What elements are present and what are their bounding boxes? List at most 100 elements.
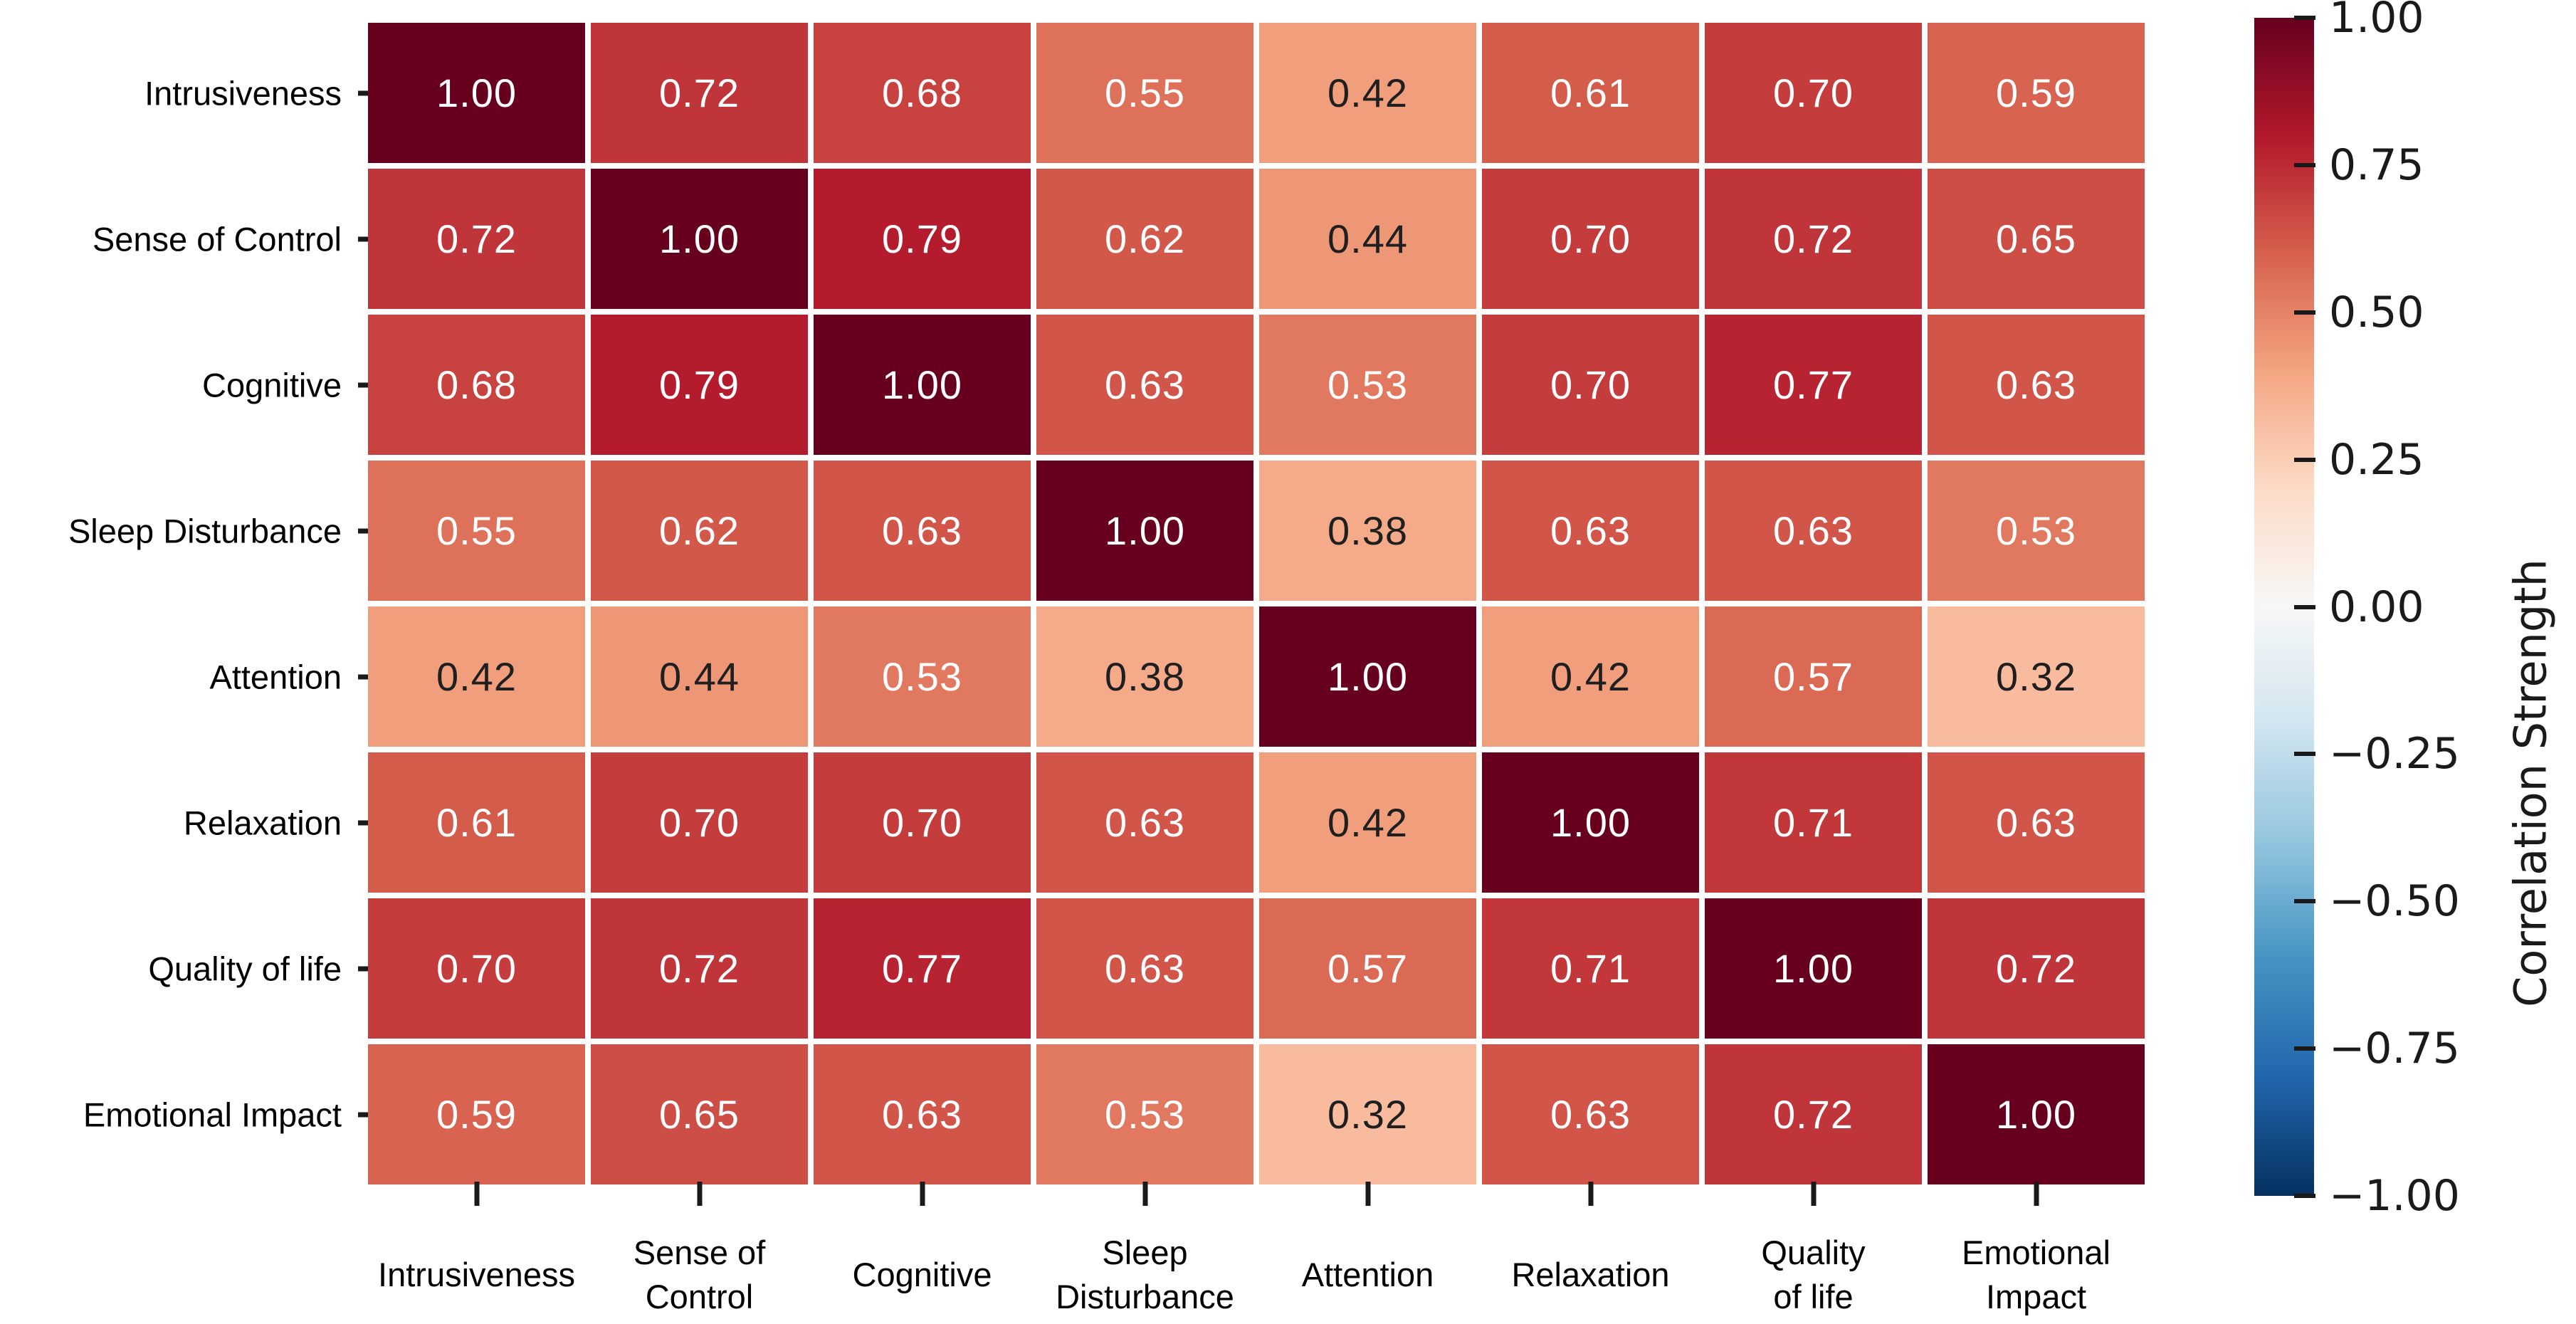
colorbar-tick-label: −1.00	[2329, 1171, 2460, 1221]
colorbar-tick-label: −0.75	[2329, 1024, 2460, 1074]
cell-value: 0.70	[1550, 362, 1631, 407]
cell-value: 0.53	[1105, 1091, 1185, 1137]
y-tick-label: Quality of life	[148, 950, 342, 987]
cell-value: 0.62	[1105, 216, 1185, 261]
cell-value: 1.00	[1550, 799, 1631, 845]
cell-value: 0.77	[882, 945, 962, 991]
cell-value: 0.53	[1996, 508, 2076, 553]
colorbar-tick-label: −0.50	[2329, 876, 2460, 927]
cell-value: 0.72	[436, 216, 517, 261]
heatmap-cell: 0.70	[814, 752, 1031, 893]
y-tick-label: Relaxation	[183, 804, 342, 841]
heatmap-cell: 0.38	[1036, 606, 1253, 747]
cell-value: 0.63	[882, 508, 962, 553]
cell-value: 0.57	[1773, 653, 1854, 699]
x-tick-label-line: Control	[645, 1278, 754, 1315]
heatmap-cell: 0.63	[1036, 898, 1253, 1039]
heatmap-cell: 0.59	[368, 1044, 585, 1184]
cell-value: 0.63	[1550, 1091, 1631, 1137]
cell-value: 1.00	[1773, 945, 1854, 991]
heatmap-cell: 0.63	[1036, 752, 1253, 893]
cell-value: 0.65	[659, 1091, 740, 1137]
heatmap-cell: 1.00	[368, 23, 585, 163]
colorbar-tick-mark	[2294, 899, 2315, 904]
cell-value: 1.00	[1105, 508, 1185, 553]
cell-value: 0.70	[1773, 70, 1854, 115]
x-tick-label: Quality of life	[1693, 1219, 1935, 1324]
x-tick-mark	[1588, 1182, 1593, 1206]
cell-value: 0.72	[1773, 216, 1854, 261]
cell-value: 0.59	[1996, 70, 2076, 115]
cell-value: 0.63	[1550, 508, 1631, 553]
cell-value: 0.79	[659, 362, 740, 407]
x-tick-label-line: Cognitive	[852, 1256, 992, 1293]
x-tick-label: Emotional Impact	[1915, 1219, 2157, 1324]
cell-value: 0.77	[1773, 362, 1854, 407]
x-tick-label-line: of life	[1773, 1278, 1854, 1315]
x-tick-label-line: Intrusiveness	[378, 1256, 575, 1293]
heatmap-cell: 0.42	[368, 606, 585, 747]
cell-value: 0.71	[1773, 799, 1854, 845]
x-tick-mark	[920, 1182, 925, 1206]
heatmap-cell: 0.72	[1705, 1044, 1922, 1184]
cell-value: 1.00	[882, 362, 962, 407]
heatmap-cell: 0.63	[1036, 315, 1253, 455]
heatmap-cell: 0.79	[591, 315, 808, 455]
heatmap-cell: 0.79	[814, 169, 1031, 309]
colorbar-tick-mark	[2294, 457, 2315, 462]
heatmap-cell: 0.32	[1259, 1044, 1476, 1184]
x-tick-label-line: Disturbance	[1056, 1278, 1234, 1315]
colorbar-tick-mark	[2294, 1046, 2315, 1051]
heatmap-cell: 0.53	[814, 606, 1031, 747]
heatmap-cell: 0.63	[1482, 461, 1699, 601]
cell-value: 0.63	[1105, 362, 1185, 407]
colorbar-axis-label: Correlation Strength	[2504, 559, 2557, 1007]
x-tick-label-line: Sleep	[1102, 1234, 1188, 1271]
heatmap-cell: 0.42	[1482, 606, 1699, 747]
cell-value: 0.70	[1550, 216, 1631, 261]
cell-value: 0.42	[1328, 70, 1408, 115]
x-tick-mark	[1365, 1182, 1370, 1206]
heatmap-cell: 1.00	[591, 169, 808, 309]
heatmap-cell: 0.61	[368, 752, 585, 893]
heatmap-cell: 0.61	[1482, 23, 1699, 163]
colorbar-tick-mark	[2294, 752, 2315, 757]
heatmap-cell: 0.53	[1928, 461, 2145, 601]
x-tick-label-line: Quality	[1761, 1234, 1866, 1271]
colorbar-tick-mark	[2294, 604, 2315, 609]
heatmap-cell: 0.68	[814, 23, 1031, 163]
heatmap-cell: 0.55	[1036, 23, 1253, 163]
heatmap-cell: 0.68	[368, 315, 585, 455]
x-tick-mark	[1142, 1182, 1147, 1206]
heatmap-cell: 0.71	[1705, 752, 1922, 893]
heatmap-cell: 0.59	[1928, 23, 2145, 163]
cell-value: 1.00	[436, 70, 517, 115]
heatmap-cell: 0.70	[368, 898, 585, 1039]
x-tick-mark	[474, 1182, 479, 1206]
x-tick-label: Cognitive	[801, 1219, 1043, 1324]
colorbar-tick-mark	[2294, 162, 2315, 167]
heatmap-cell: 0.62	[1036, 169, 1253, 309]
cell-value: 0.42	[1550, 653, 1631, 699]
x-tick-label: Relaxation	[1470, 1219, 1712, 1324]
heatmap-cell: 0.71	[1482, 898, 1699, 1039]
heatmap-cell: 0.72	[591, 23, 808, 163]
y-tick-label: Sleep Disturbance	[68, 512, 342, 550]
colorbar-tick-label: 0.25	[2329, 434, 2424, 485]
cell-value: 0.72	[1996, 945, 2076, 991]
cell-value: 0.63	[1105, 799, 1185, 845]
colorbar-tick-mark	[2294, 1194, 2315, 1198]
heatmap-cell: 0.44	[1259, 169, 1476, 309]
cell-value: 0.70	[882, 799, 962, 845]
cell-value: 0.79	[882, 216, 962, 261]
heatmap-cell: 1.00	[814, 315, 1031, 455]
cell-value: 0.70	[659, 799, 740, 845]
heatmap-cell: 1.00	[1928, 1044, 2145, 1184]
cell-value: 0.72	[1773, 1091, 1854, 1137]
heatmap-cell: 1.00	[1036, 461, 1253, 601]
heatmap-cell: 0.70	[1705, 23, 1922, 163]
cell-value: 0.61	[1550, 70, 1631, 115]
heatmap-cell: 0.72	[1928, 898, 2145, 1039]
cell-value: 0.38	[1105, 653, 1185, 699]
